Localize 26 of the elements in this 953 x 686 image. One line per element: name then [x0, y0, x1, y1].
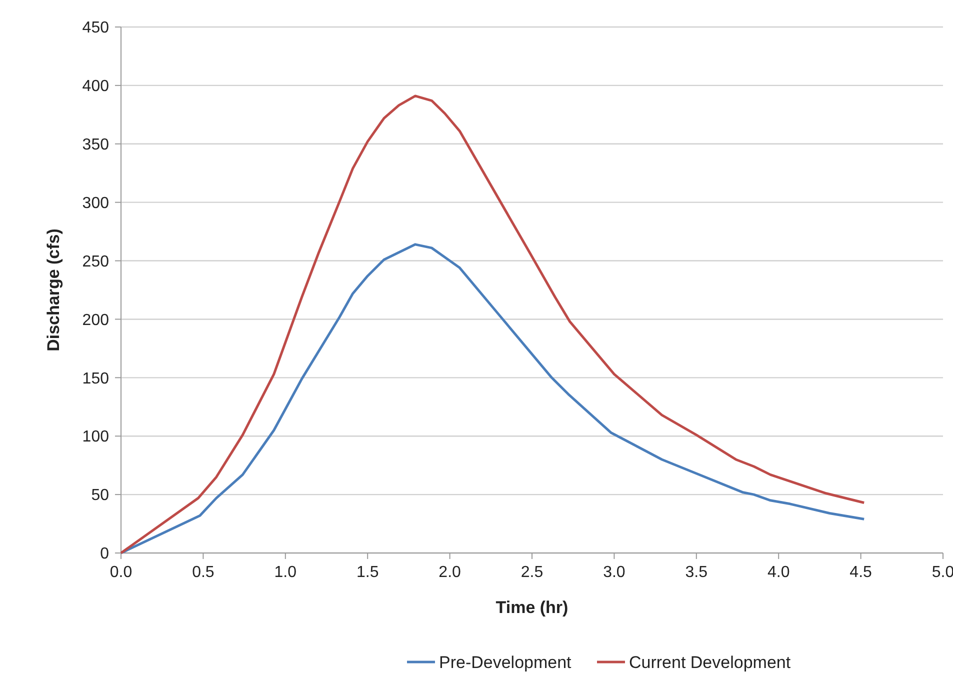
- x-tick-label: 3.0: [603, 564, 626, 581]
- legend-label: Pre-Development: [439, 653, 572, 672]
- y-axis-title: Discharge (cfs): [44, 228, 63, 352]
- line-series: [120, 243, 866, 554]
- y-tick-label: 100: [82, 428, 110, 446]
- y-tick-label: 400: [82, 78, 110, 96]
- y-tick-label: 50: [91, 487, 110, 504]
- line-series: [120, 94, 866, 554]
- x-tick-label: 2.0: [438, 564, 462, 581]
- x-tick-label: 4.5: [850, 564, 872, 581]
- x-axis-title: Time (hr): [496, 598, 568, 617]
- y-tick-label: 300: [82, 194, 110, 212]
- legend-label: Current Development: [629, 653, 791, 672]
- y-tick-label: 0: [100, 546, 110, 563]
- y-tick-label: 200: [82, 312, 110, 329]
- y-tick-label: 150: [82, 370, 110, 388]
- x-tick-label: 3.5: [685, 564, 708, 581]
- y-tick-label: 350: [82, 136, 110, 154]
- x-tick-label: 4.0: [767, 564, 790, 581]
- x-tick-label: 0.5: [192, 564, 214, 581]
- x-tick-label: 0.0: [110, 564, 132, 581]
- y-tick-label: 250: [82, 253, 110, 270]
- x-tick-label: 2.5: [520, 564, 544, 581]
- x-tick-label: 1.0: [274, 564, 297, 581]
- x-tick-label: 1.5: [356, 564, 379, 581]
- y-tick-label: 450: [82, 20, 110, 37]
